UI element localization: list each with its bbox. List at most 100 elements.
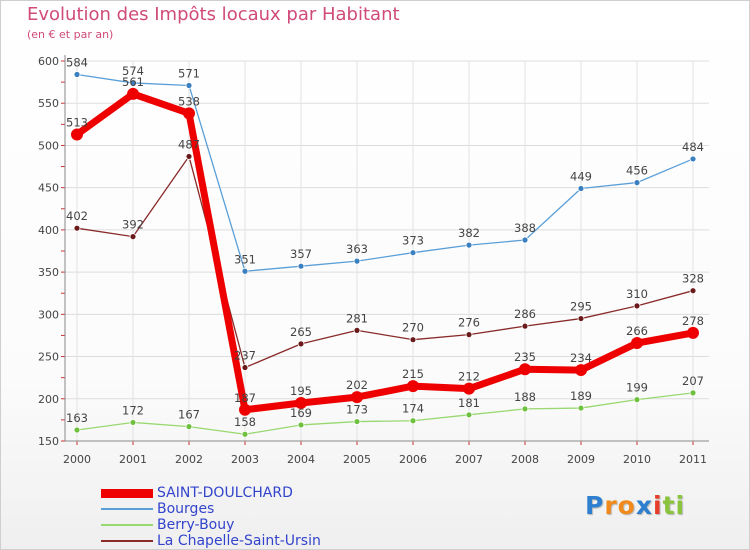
data-point-bourges (633, 179, 641, 187)
data-label-berry-bouy: 174 (402, 402, 424, 416)
x-tick-label: 2007 (455, 453, 483, 466)
x-tick-label: 2003 (231, 453, 259, 466)
data-point-saint-doulchard (407, 380, 419, 393)
data-label-berry-bouy: 169 (290, 406, 312, 420)
data-point-berry-bouy (521, 405, 529, 413)
x-tick-label: 2004 (287, 453, 315, 466)
data-point-saint-doulchard (71, 128, 83, 141)
logo-letter: i (653, 491, 663, 520)
data-label-saint-doulchard: 187 (234, 391, 256, 405)
data-label-la-chapelle-saint-ursin: 328 (682, 272, 704, 286)
data-label-berry-bouy: 188 (514, 390, 536, 404)
data-point-saint-doulchard (575, 364, 587, 377)
data-label-saint-doulchard: 215 (402, 367, 424, 381)
x-tick-label: 2006 (399, 453, 427, 466)
data-point-bourges (241, 267, 249, 275)
y-tick-label: 450 (38, 182, 59, 195)
data-point-la-chapelle-saint-ursin (633, 302, 641, 310)
data-label-saint-doulchard: 278 (682, 314, 704, 328)
data-point-berry-bouy (633, 396, 641, 404)
series-line-saint-doulchard (73, 90, 697, 414)
proxiti-logo: Proxiti (585, 491, 685, 520)
y-tick-label: 150 (38, 435, 59, 448)
data-label-saint-doulchard: 513 (66, 115, 88, 129)
data-point-bourges (185, 82, 193, 89)
data-label-bourges: 351 (234, 252, 256, 266)
data-point-la-chapelle-saint-ursin (353, 326, 361, 334)
data-point-berry-bouy (465, 411, 473, 419)
x-tick-label: 2002 (175, 453, 203, 466)
data-point-berry-bouy (129, 419, 137, 426)
data-label-saint-doulchard: 195 (290, 384, 312, 398)
data-label-bourges: 584 (66, 56, 88, 70)
data-point-berry-bouy (73, 426, 81, 434)
data-label-la-chapelle-saint-ursin: 270 (402, 321, 424, 335)
data-point-saint-doulchard (631, 337, 643, 350)
data-point-berry-bouy (577, 404, 585, 412)
x-tick-label: 2009 (567, 453, 595, 466)
data-label-la-chapelle-saint-ursin: 392 (122, 218, 144, 232)
y-tick-label: 300 (38, 308, 59, 321)
logo-letter: i (675, 491, 686, 520)
data-point-berry-bouy (297, 421, 305, 429)
data-label-bourges: 388 (514, 221, 536, 235)
data-point-la-chapelle-saint-ursin (577, 315, 585, 322)
legend-label-la-chapelle-saint-ursin: La Chapelle-Saint-Ursin (157, 533, 321, 549)
data-label-saint-doulchard: 266 (626, 324, 648, 338)
grid-layer (65, 60, 709, 442)
y-tick-label: 600 (38, 55, 59, 68)
data-label-la-chapelle-saint-ursin: 276 (458, 316, 480, 330)
data-label-berry-bouy: 199 (626, 381, 648, 395)
data-point-saint-doulchard (239, 403, 251, 416)
series-line-la-chapelle-saint-ursin (76, 155, 694, 369)
data-point-berry-bouy (185, 423, 193, 431)
logo-letter: o (617, 491, 636, 520)
legend-label-bourges: Bourges (157, 501, 215, 517)
data-point-la-chapelle-saint-ursin (73, 224, 81, 232)
chart-title: Evolution des Impôts locaux par Habitant (27, 4, 400, 25)
data-label-bourges: 449 (570, 170, 592, 184)
data-label-berry-bouy: 163 (66, 411, 88, 425)
data-point-bourges (297, 262, 305, 270)
data-point-la-chapelle-saint-ursin (129, 233, 137, 241)
data-label-berry-bouy: 173 (346, 403, 368, 417)
x-tick-label: 2010 (623, 453, 651, 466)
data-point-berry-bouy (353, 418, 361, 425)
data-point-berry-bouy (241, 430, 249, 438)
data-label-berry-bouy: 207 (682, 374, 704, 388)
data-point-bourges (465, 241, 473, 249)
x-tick-label: 2011 (679, 453, 707, 466)
data-label-bourges: 571 (178, 66, 200, 80)
data-label-la-chapelle-saint-ursin: 295 (570, 300, 592, 314)
data-label-bourges: 373 (402, 234, 424, 248)
data-label-berry-bouy: 158 (234, 415, 256, 429)
x-tick-label: 2008 (511, 453, 539, 466)
data-point-la-chapelle-saint-ursin (465, 331, 473, 339)
data-point-saint-doulchard (295, 397, 307, 409)
data-point-la-chapelle-saint-ursin (297, 340, 305, 348)
data-label-bourges: 484 (682, 140, 704, 154)
logo-letter: r (604, 491, 618, 520)
data-point-bourges (73, 71, 81, 78)
series-layer (71, 71, 699, 438)
data-label-bourges: 357 (290, 247, 312, 261)
series-line-bourges (76, 73, 694, 272)
data-point-bourges (129, 79, 137, 87)
data-point-saint-doulchard (519, 363, 531, 376)
logo-letter: P (585, 491, 605, 520)
data-label-berry-bouy: 181 (458, 396, 480, 410)
legend-swatch-la-chapelle-saint-ursin (101, 540, 153, 542)
x-tick-label: 2005 (343, 453, 371, 466)
legend-label-berry-bouy: Berry-Bouy (157, 517, 235, 533)
x-tick-label: 2001 (119, 453, 147, 466)
data-point-bourges (353, 257, 361, 265)
data-label-layer: 584 574 571 351 357 363 373 382 388 449 456 484 402 3… (66, 56, 704, 430)
data-point-bourges (689, 155, 697, 163)
data-label-bourges: 382 (458, 226, 480, 240)
data-point-berry-bouy (689, 389, 697, 397)
y-tick-label: 350 (38, 266, 59, 279)
y-tick-label: 200 (38, 393, 59, 406)
data-point-bourges (521, 236, 529, 244)
